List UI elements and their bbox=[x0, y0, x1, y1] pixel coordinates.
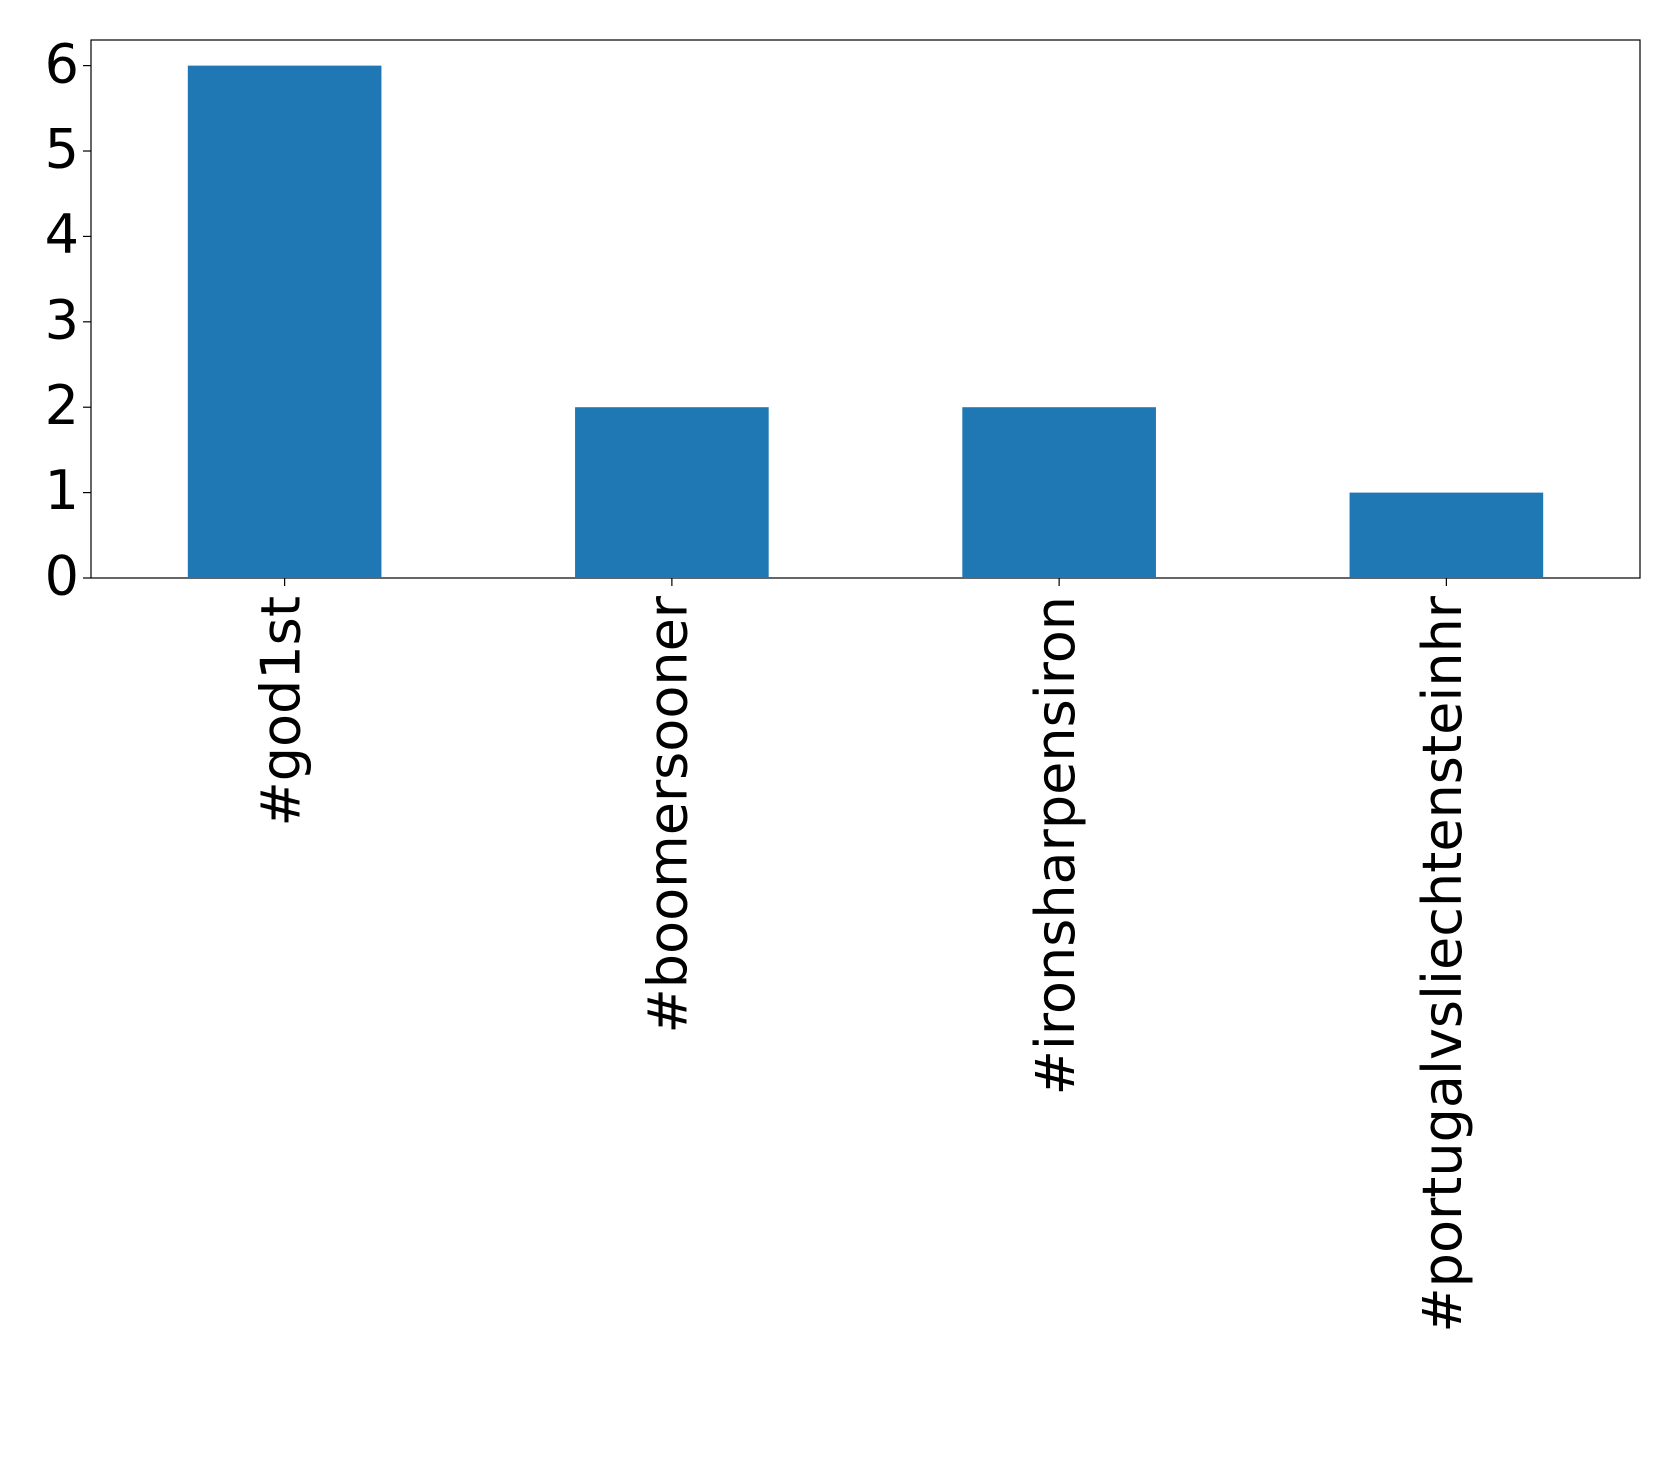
y-tick-label: 4 bbox=[45, 203, 79, 266]
y-tick-label: 1 bbox=[45, 459, 79, 522]
x-tick-label: #ironsharpensiron bbox=[1024, 596, 1087, 1095]
bar bbox=[962, 407, 1156, 578]
x-tick-label: #portugalvsliechtensteinhr bbox=[1411, 595, 1474, 1332]
bar bbox=[187, 65, 382, 579]
x-tick-label: #boomersooner bbox=[637, 595, 700, 1033]
y-tick-label: 0 bbox=[45, 545, 79, 608]
bar bbox=[575, 407, 769, 578]
y-tick-label: 3 bbox=[45, 288, 79, 351]
y-tick-label: 5 bbox=[45, 118, 79, 181]
plot-frame bbox=[90, 39, 1641, 579]
bar bbox=[1349, 492, 1544, 578]
y-tick-label: 2 bbox=[45, 374, 79, 437]
y-tick-label: 6 bbox=[45, 32, 79, 95]
x-tick-label: #god1st bbox=[249, 596, 312, 827]
